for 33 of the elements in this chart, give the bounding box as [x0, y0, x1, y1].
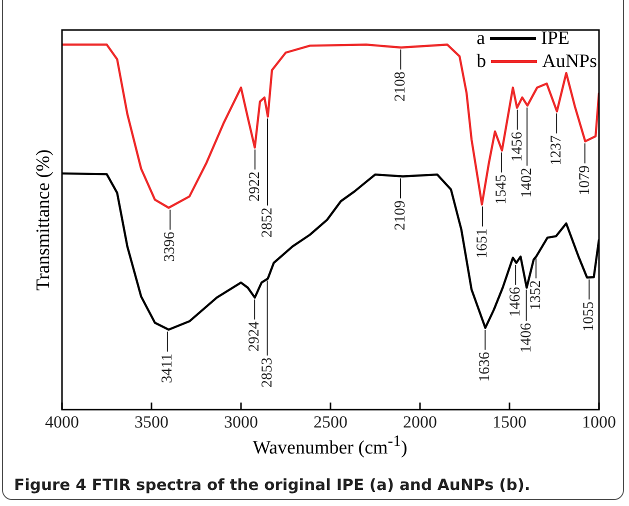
x-tick-label: 3000	[224, 412, 258, 432]
annotation: 1466	[508, 286, 524, 317]
text: Figure 4 FTIR spectra of the original IPE (a) and AuNPs (b).	[14, 476, 530, 494]
legend-label: AuNPs	[542, 50, 597, 73]
annotation: 3396	[162, 231, 178, 262]
y-axis-title: Transmittance (%)	[33, 149, 55, 291]
annotation: 2922	[246, 172, 263, 202]
annotation: 1079	[576, 165, 593, 196]
x-tick-label: 3500	[134, 412, 168, 432]
annotation: 1352	[528, 280, 544, 310]
annotation: 3411	[159, 354, 176, 384]
x-tick-label: 4000	[45, 412, 79, 432]
annotation: 2108	[392, 72, 409, 102]
annotation: 1237	[548, 134, 565, 166]
annotation: 1545	[493, 174, 510, 204]
x-axis-title: Wavenumber (cm$^{-1}$)	[252, 433, 408, 460]
annotation: a	[476, 27, 486, 50]
annotation: 1636	[477, 351, 494, 382]
annotation: b	[476, 50, 486, 73]
annotation: 2109	[392, 200, 408, 230]
x-tick-label: 2500	[314, 412, 348, 432]
annotation: 2852	[259, 208, 276, 238]
annotation: 1055	[581, 301, 598, 332]
annotation: 2853	[259, 358, 276, 388]
annotation: 1456	[509, 131, 526, 162]
x-tick-label: 1500	[492, 412, 526, 432]
legend-label: IPE	[541, 27, 570, 50]
x-tick-label: 1000	[582, 412, 616, 432]
annotation: 2924	[246, 321, 263, 352]
annotation: 1402	[518, 168, 535, 198]
x-tick-label: 2000	[403, 412, 437, 432]
annotation: 1406	[518, 322, 534, 353]
annotation: 1651	[474, 228, 490, 258]
